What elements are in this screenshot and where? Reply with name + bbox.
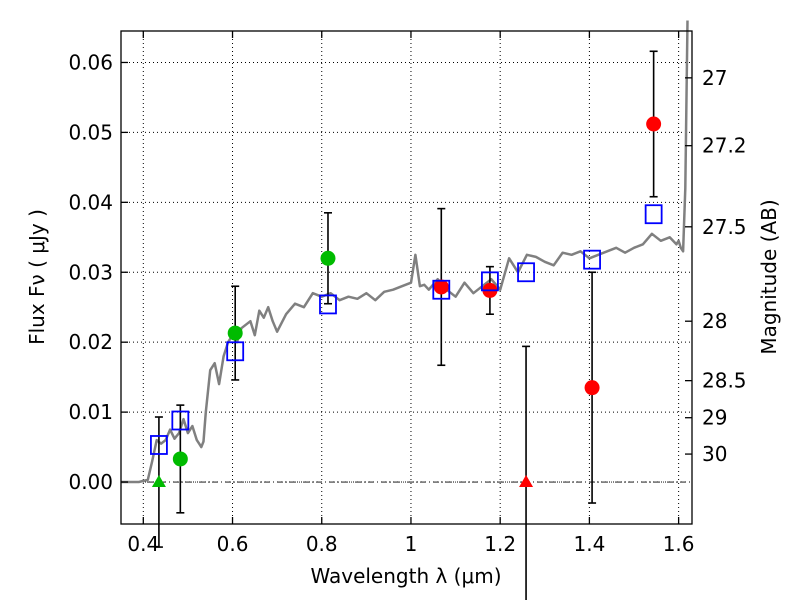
y-tick-label: 0.00 (68, 470, 113, 494)
axis-ticks: 0.4 0.6 0.8 1 1.2 1.4 1.6 0.00 0.01 0.02 0.03 0.04 0… (68, 31, 747, 556)
model-photometry-square (319, 294, 337, 315)
y-tick-label: 0.06 (68, 50, 113, 74)
model-sed-line (121, 20, 689, 484)
data-point-circle (172, 451, 188, 467)
model-photometry-square (150, 435, 168, 455)
x-axis-label: Wavelength λ (μm) (310, 564, 501, 588)
data-point-circle (584, 380, 600, 396)
x-tick-label: 0.4 (127, 532, 159, 556)
y2-tick-label: 27 (702, 66, 727, 90)
model-photometry-square (583, 249, 601, 270)
x-tick-label: 1 (405, 532, 418, 556)
data-points-layer (150, 50, 663, 600)
data-point-circle (646, 116, 662, 132)
y-tick-label: 0.03 (68, 260, 113, 284)
model-photometry-square (481, 271, 499, 292)
model-photometry-square (644, 204, 663, 225)
data-point-circle (320, 250, 336, 266)
y2-tick-label: 28 (702, 309, 727, 333)
x-tick-label: 1.4 (573, 532, 605, 556)
x-tick-label: 1.6 (663, 532, 695, 556)
y-tick-label: 0.01 (68, 400, 113, 424)
y-axis-label: Flux Fν ( μJy ) (25, 209, 49, 345)
grid (121, 31, 692, 524)
model-photometry-square (171, 410, 190, 431)
x-tick-label: 0.6 (217, 532, 249, 556)
y-tick-label: 0.02 (68, 330, 113, 354)
model-photometry-square (517, 262, 535, 283)
y2-tick-label: 27.2 (702, 134, 747, 158)
data-point-circle (227, 325, 243, 341)
y2-axis-label: Magnitude (AB) (757, 199, 781, 354)
model-photometry-square (226, 341, 245, 362)
x-tick-label: 1.2 (484, 532, 516, 556)
y2-tick-label: 28.5 (702, 369, 747, 393)
model-sed-layer (121, 20, 689, 484)
y-tick-label: 0.04 (68, 190, 113, 214)
x-tick-label: 0.8 (306, 532, 338, 556)
y2-tick-label: 27.5 (702, 215, 747, 239)
y2-tick-label: 29 (702, 406, 727, 430)
upper-limit-triangle (519, 475, 534, 488)
y-tick-label: 0.05 (68, 120, 113, 144)
plot-frame (120, 30, 693, 525)
model-photometry-square (432, 279, 451, 300)
upper-limit-triangle (151, 475, 166, 488)
data-point-circle (433, 279, 449, 295)
y2-tick-label: 30 (702, 442, 727, 466)
